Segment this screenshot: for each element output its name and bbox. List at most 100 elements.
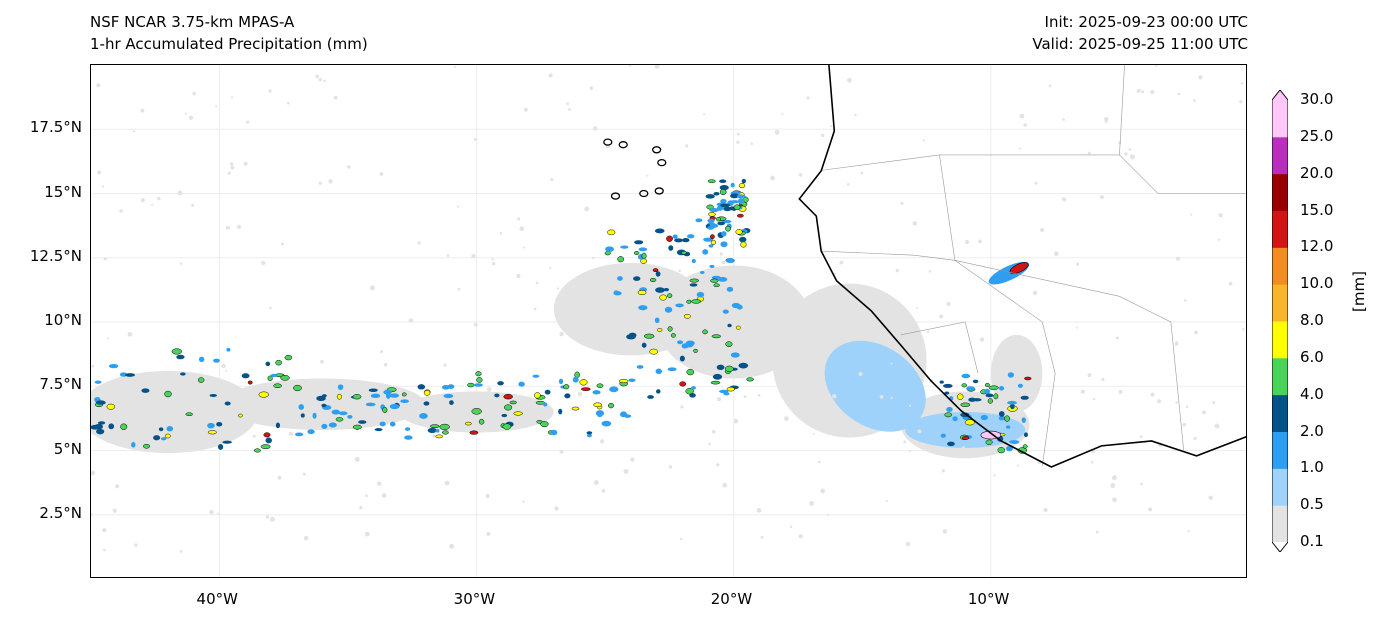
light-precip-speck — [757, 393, 761, 397]
convective-cell — [207, 430, 217, 435]
light-precip-speck — [115, 484, 120, 489]
light-precip-speck — [1043, 507, 1048, 513]
convective-cell — [419, 413, 428, 419]
light-precip-speck — [595, 300, 601, 306]
light-precip-speck — [280, 242, 284, 246]
colorbar-tick-label: 8.0 — [1300, 311, 1324, 329]
light-precip-speck — [191, 203, 195, 208]
light-precip-speck — [781, 112, 784, 116]
convective-cell — [709, 207, 719, 213]
convective-cell — [475, 371, 482, 377]
light-precip-speck — [369, 285, 375, 291]
light-precip-speck — [798, 172, 803, 177]
colorbar-segment — [1272, 431, 1288, 469]
lat-tick-label: 15°N — [44, 182, 82, 201]
light-precip-speck — [1174, 341, 1179, 346]
convective-cell — [712, 373, 723, 380]
light-precip-speck — [680, 405, 684, 409]
light-precip-speck — [91, 470, 96, 476]
convective-cell — [370, 393, 381, 399]
light-precip-speck — [323, 79, 326, 83]
convective-cell — [637, 290, 647, 296]
convective-cell — [628, 332, 637, 338]
light-precip-speck — [230, 96, 234, 99]
convective-cell — [207, 422, 215, 429]
light-precip-speck — [184, 112, 187, 115]
convective-cell — [185, 412, 193, 417]
light-precip-speck — [1182, 422, 1187, 427]
convective-cell — [1004, 415, 1010, 422]
convective-cell — [961, 383, 967, 388]
convective-cell — [738, 198, 745, 204]
convective-cell — [427, 427, 437, 433]
colorbar-segment — [1272, 100, 1288, 138]
light-precip-speck — [377, 481, 382, 486]
convective-cell — [618, 379, 629, 384]
light-precip-speck — [661, 339, 666, 345]
light-precip-speck — [1104, 120, 1108, 124]
light-precip-speck — [380, 350, 384, 354]
convective-cell — [620, 411, 628, 418]
coastline — [798, 65, 1246, 468]
convective-cell — [956, 393, 964, 400]
lon-tick-label: 40°W — [196, 590, 238, 608]
convective-cell — [164, 390, 172, 398]
light-precip-speck — [177, 190, 183, 196]
convective-cell — [316, 395, 326, 402]
convective-cell — [592, 390, 601, 395]
light-precip-speck — [1190, 213, 1193, 216]
light-precip-speck — [288, 431, 293, 436]
colorbar-segment — [1272, 210, 1288, 248]
light-precip-speck — [473, 322, 478, 327]
light-precip-speck — [679, 537, 683, 541]
convective-cell — [478, 418, 485, 425]
light-precip-speck — [132, 130, 135, 133]
light-precip-speck — [554, 506, 559, 511]
convective-cell — [166, 426, 174, 432]
convective-cell — [693, 348, 698, 353]
convective-cell — [980, 414, 988, 421]
convective-cell — [716, 364, 725, 371]
light-precip-speck — [381, 493, 387, 498]
colorbar-tick-label: 25.0 — [1300, 126, 1334, 145]
convective-cell — [217, 443, 224, 450]
colorbar-segment — [1272, 284, 1288, 322]
light-precip-speck — [1048, 84, 1052, 88]
convective-cell — [119, 372, 128, 377]
country-border — [939, 154, 1056, 466]
convective-cell — [633, 276, 641, 281]
convective-cell — [709, 223, 719, 228]
convective-cell — [689, 278, 699, 283]
light-precip-speck — [362, 385, 366, 389]
light-precip-speck — [628, 65, 632, 67]
light-precip-speck — [1228, 281, 1233, 286]
convective-cell — [581, 387, 591, 391]
convective-cell — [641, 252, 647, 260]
convective-cell — [197, 377, 205, 383]
lon-tick-label: 10°W — [967, 590, 1010, 608]
light-precip-speck — [1212, 401, 1216, 405]
convective-cell — [656, 328, 663, 332]
convective-cell — [727, 323, 732, 328]
light-precip-speck — [523, 107, 528, 112]
convective-cell — [670, 333, 676, 338]
light-precip-speck — [346, 165, 351, 169]
light-precip-speck — [789, 525, 793, 529]
light-precip-speck — [964, 239, 970, 245]
convective-cell — [738, 183, 746, 189]
convective-cell — [1017, 383, 1023, 388]
light-precip-speck — [1087, 373, 1092, 378]
colorbar-segment — [1272, 357, 1288, 396]
light-precip-speck — [1193, 436, 1197, 441]
light-precip-speck — [900, 201, 904, 206]
convective-cell — [725, 225, 731, 232]
light-precip-speck — [548, 73, 553, 78]
convective-cell — [654, 317, 660, 324]
light-precip-speck — [873, 306, 878, 311]
convective-cell — [564, 393, 571, 399]
light-precip-speck — [1115, 336, 1119, 340]
colorbar-segment — [1272, 321, 1288, 359]
convective-cell — [987, 398, 993, 404]
light-precip-speck — [1193, 99, 1196, 102]
convective-cell — [501, 413, 508, 418]
